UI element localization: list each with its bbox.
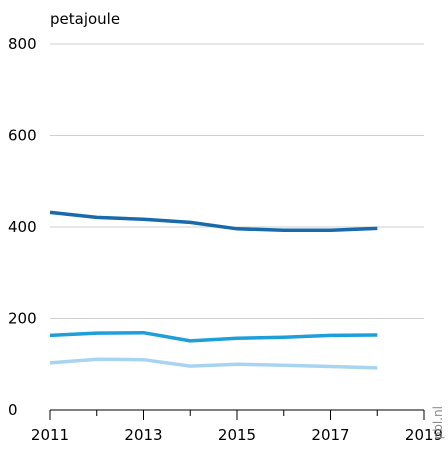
x-tick-label: 2017: [311, 426, 349, 444]
y-tick-label: 800: [8, 35, 37, 53]
x-axis: [49, 409, 425, 420]
series-line-2: [49, 330, 378, 343]
series-lines: [49, 210, 378, 370]
x-tick-label: 2015: [218, 426, 256, 444]
y-tick-label: 600: [8, 127, 37, 145]
y-axis-unit-label: petajoule: [50, 10, 120, 28]
source-credit: pbl.nl: [431, 406, 445, 439]
y-tick-label: 400: [8, 218, 37, 236]
y-tick-label: 200: [8, 310, 37, 328]
grid-lines: [50, 43, 424, 319]
x-tick-label: 2019: [405, 426, 443, 444]
y-tick-label: 0: [8, 401, 18, 419]
x-tick-label: 2013: [124, 426, 162, 444]
x-tick-label: 2011: [31, 426, 69, 444]
series-line-1: [49, 210, 378, 232]
series-line-3: [49, 357, 378, 370]
axis-labels: 0 200 400 600 800 2011 2013 2015 2017 2019: [8, 35, 443, 444]
